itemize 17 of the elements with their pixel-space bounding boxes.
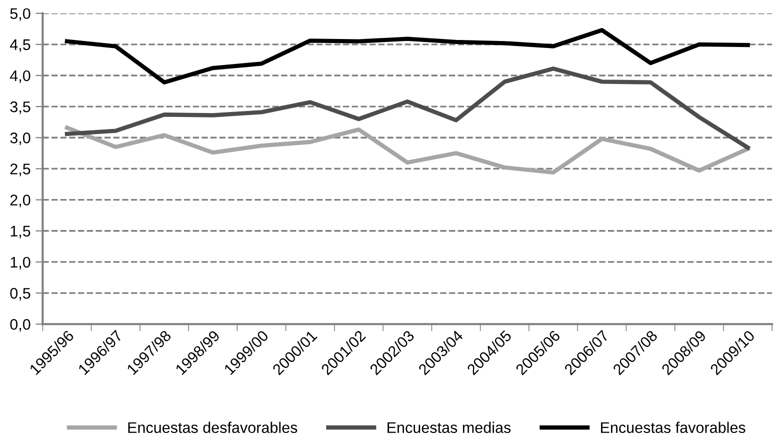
y-tick-label: 2,5	[10, 164, 30, 176]
line-series	[64, 28, 750, 84]
y-tick-label: 0,0	[10, 318, 30, 332]
y-tick-label: 3,5	[10, 101, 30, 114]
y-tick-label: 4,0	[10, 70, 30, 83]
line-series	[64, 126, 750, 175]
y-tick-label: 3,0	[10, 132, 30, 146]
y-tick-label: 1,5	[10, 226, 30, 238]
y-tick-label: 0,5	[10, 288, 30, 301]
line-series	[64, 66, 750, 150]
legend-label: Encuestas favorables	[601, 422, 746, 434]
y-tick-label: 5,0	[10, 8, 30, 21]
legend-label: Encuestas medias	[388, 422, 511, 434]
y-tick-label: 4,5	[10, 39, 30, 52]
legend-label: Encuestas desfavorables	[128, 422, 298, 434]
y-tick-label: 1,0	[10, 256, 30, 270]
y-tick-label: 2,0	[10, 194, 30, 208]
